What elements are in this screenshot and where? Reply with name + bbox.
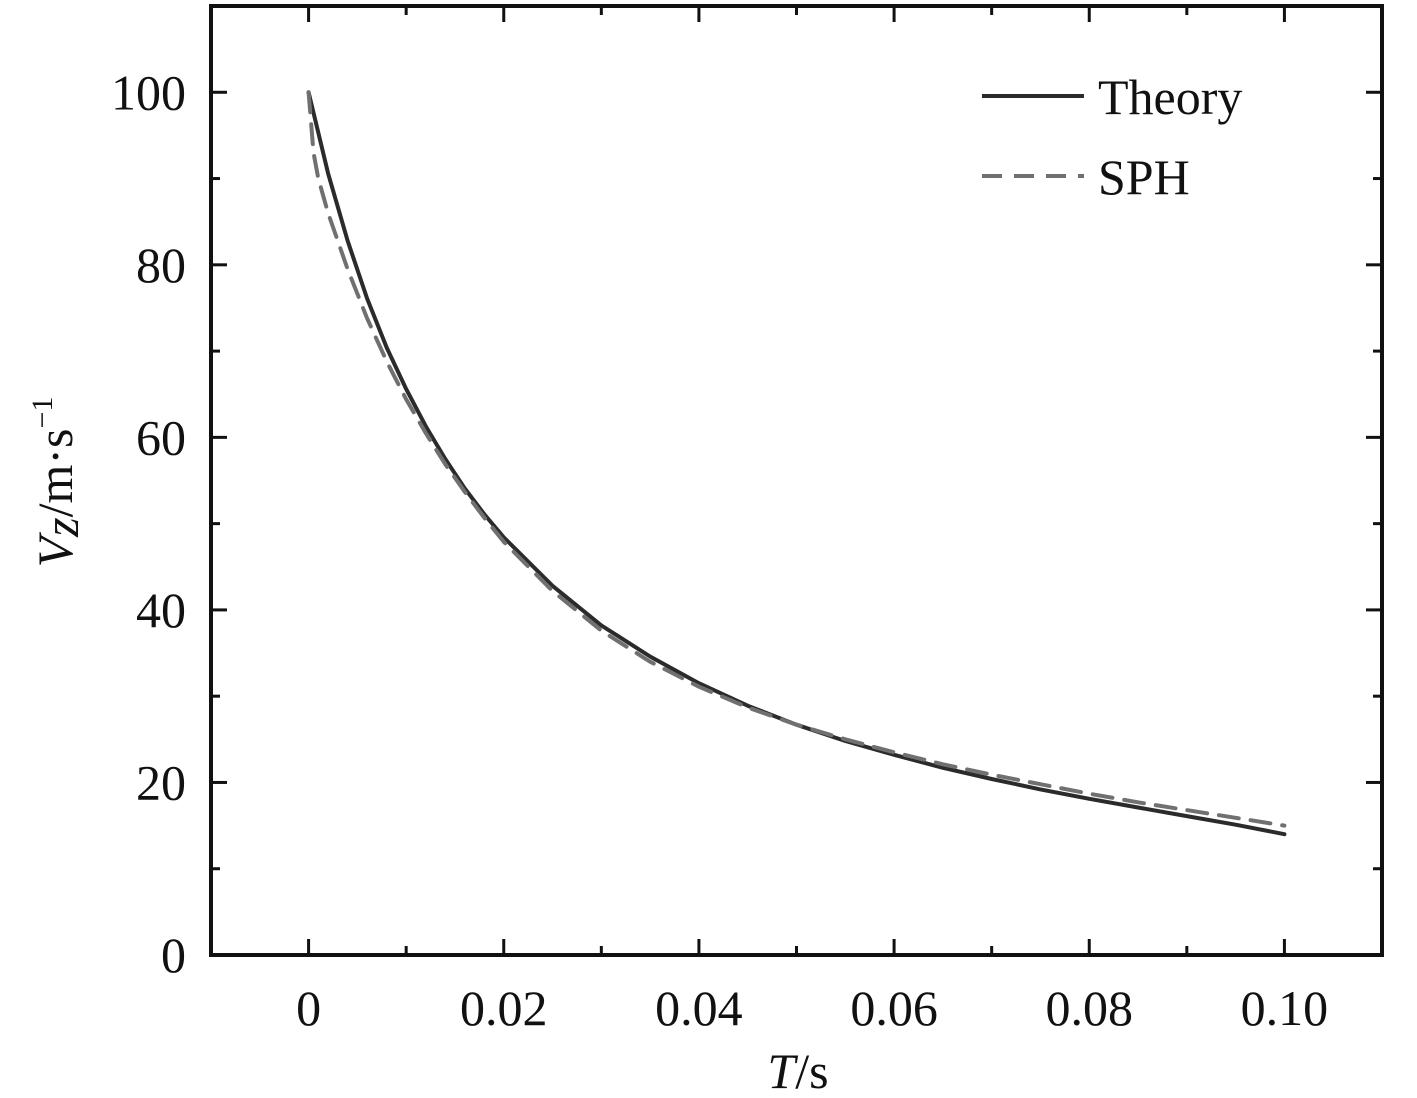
- x-tick-label: 0.06: [850, 980, 938, 1036]
- series-line-theory: [306, 90, 1287, 837]
- series-layer: [306, 90, 1287, 837]
- x-tick-label: 0: [296, 980, 321, 1036]
- legend-label-sph: SPH: [1098, 149, 1190, 205]
- x-axis-label: T/s: [767, 1043, 828, 1098]
- x-tick-label: 0.04: [655, 980, 743, 1036]
- x-tick-label: 0.02: [460, 980, 548, 1036]
- x-tick-label: 0.10: [1241, 980, 1329, 1036]
- tick-labels: 0 0.02 0.04 0.06 0.08 0.10 0 20 40 60 80 100: [111, 64, 1328, 1036]
- y-tick-label: 0: [161, 927, 186, 983]
- legend-label-theory: Theory: [1098, 69, 1242, 125]
- ticks: [209, 4, 1384, 957]
- y-axis-label: Vz/m·s−1: [26, 397, 89, 568]
- y-tick-label: 40: [136, 582, 186, 638]
- legend: Theory SPH: [982, 69, 1242, 205]
- y-tick-label: 80: [136, 237, 186, 293]
- y-tick-label: 100: [111, 64, 186, 120]
- x-tick-label: 0.08: [1046, 980, 1134, 1036]
- y-tick-label: 20: [136, 754, 186, 810]
- y-tick-label: 60: [136, 409, 186, 465]
